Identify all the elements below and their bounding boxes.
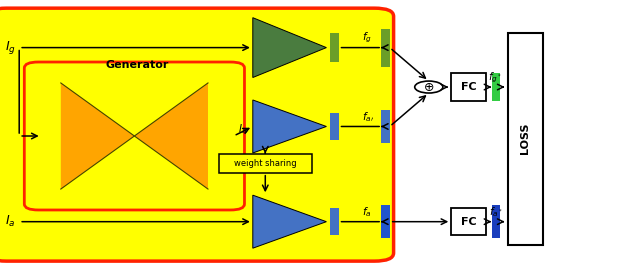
Polygon shape: [61, 83, 134, 189]
Polygon shape: [253, 18, 326, 78]
Polygon shape: [253, 195, 326, 248]
Bar: [381, 29, 390, 67]
Text: weight sharing: weight sharing: [234, 159, 296, 168]
Bar: [330, 208, 339, 235]
Text: $f_{g^*}$: $f_{g^*}$: [488, 70, 502, 85]
Bar: [508, 33, 543, 245]
Polygon shape: [61, 83, 208, 189]
Bar: [451, 73, 486, 101]
Polygon shape: [61, 83, 208, 189]
Polygon shape: [134, 83, 208, 189]
Bar: [219, 154, 312, 173]
Text: $f_{a\prime}$: $f_{a\prime}$: [362, 110, 374, 124]
Circle shape: [415, 81, 443, 93]
Bar: [381, 110, 390, 143]
Bar: [492, 205, 500, 238]
Text: FC: FC: [461, 217, 477, 227]
Text: $I_{a\prime}$: $I_{a\prime}$: [238, 122, 250, 136]
Text: $f_{a^*}$: $f_{a^*}$: [488, 205, 502, 219]
FancyBboxPatch shape: [0, 8, 394, 261]
Text: $f_a$: $f_a$: [362, 205, 371, 219]
FancyBboxPatch shape: [24, 62, 244, 210]
Polygon shape: [253, 100, 326, 153]
Text: LOSS: LOSS: [520, 123, 530, 154]
Text: FC: FC: [461, 82, 477, 92]
Text: $I_g$: $I_g$: [5, 39, 16, 56]
Bar: [330, 33, 339, 62]
Bar: [451, 208, 486, 235]
Bar: [381, 205, 390, 238]
Bar: [492, 73, 500, 101]
Text: $f_g$: $f_g$: [362, 31, 372, 45]
Bar: [330, 113, 339, 140]
Text: Generator: Generator: [106, 60, 170, 70]
Text: $I_a$: $I_a$: [5, 214, 15, 229]
Text: $\oplus$: $\oplus$: [423, 81, 435, 94]
